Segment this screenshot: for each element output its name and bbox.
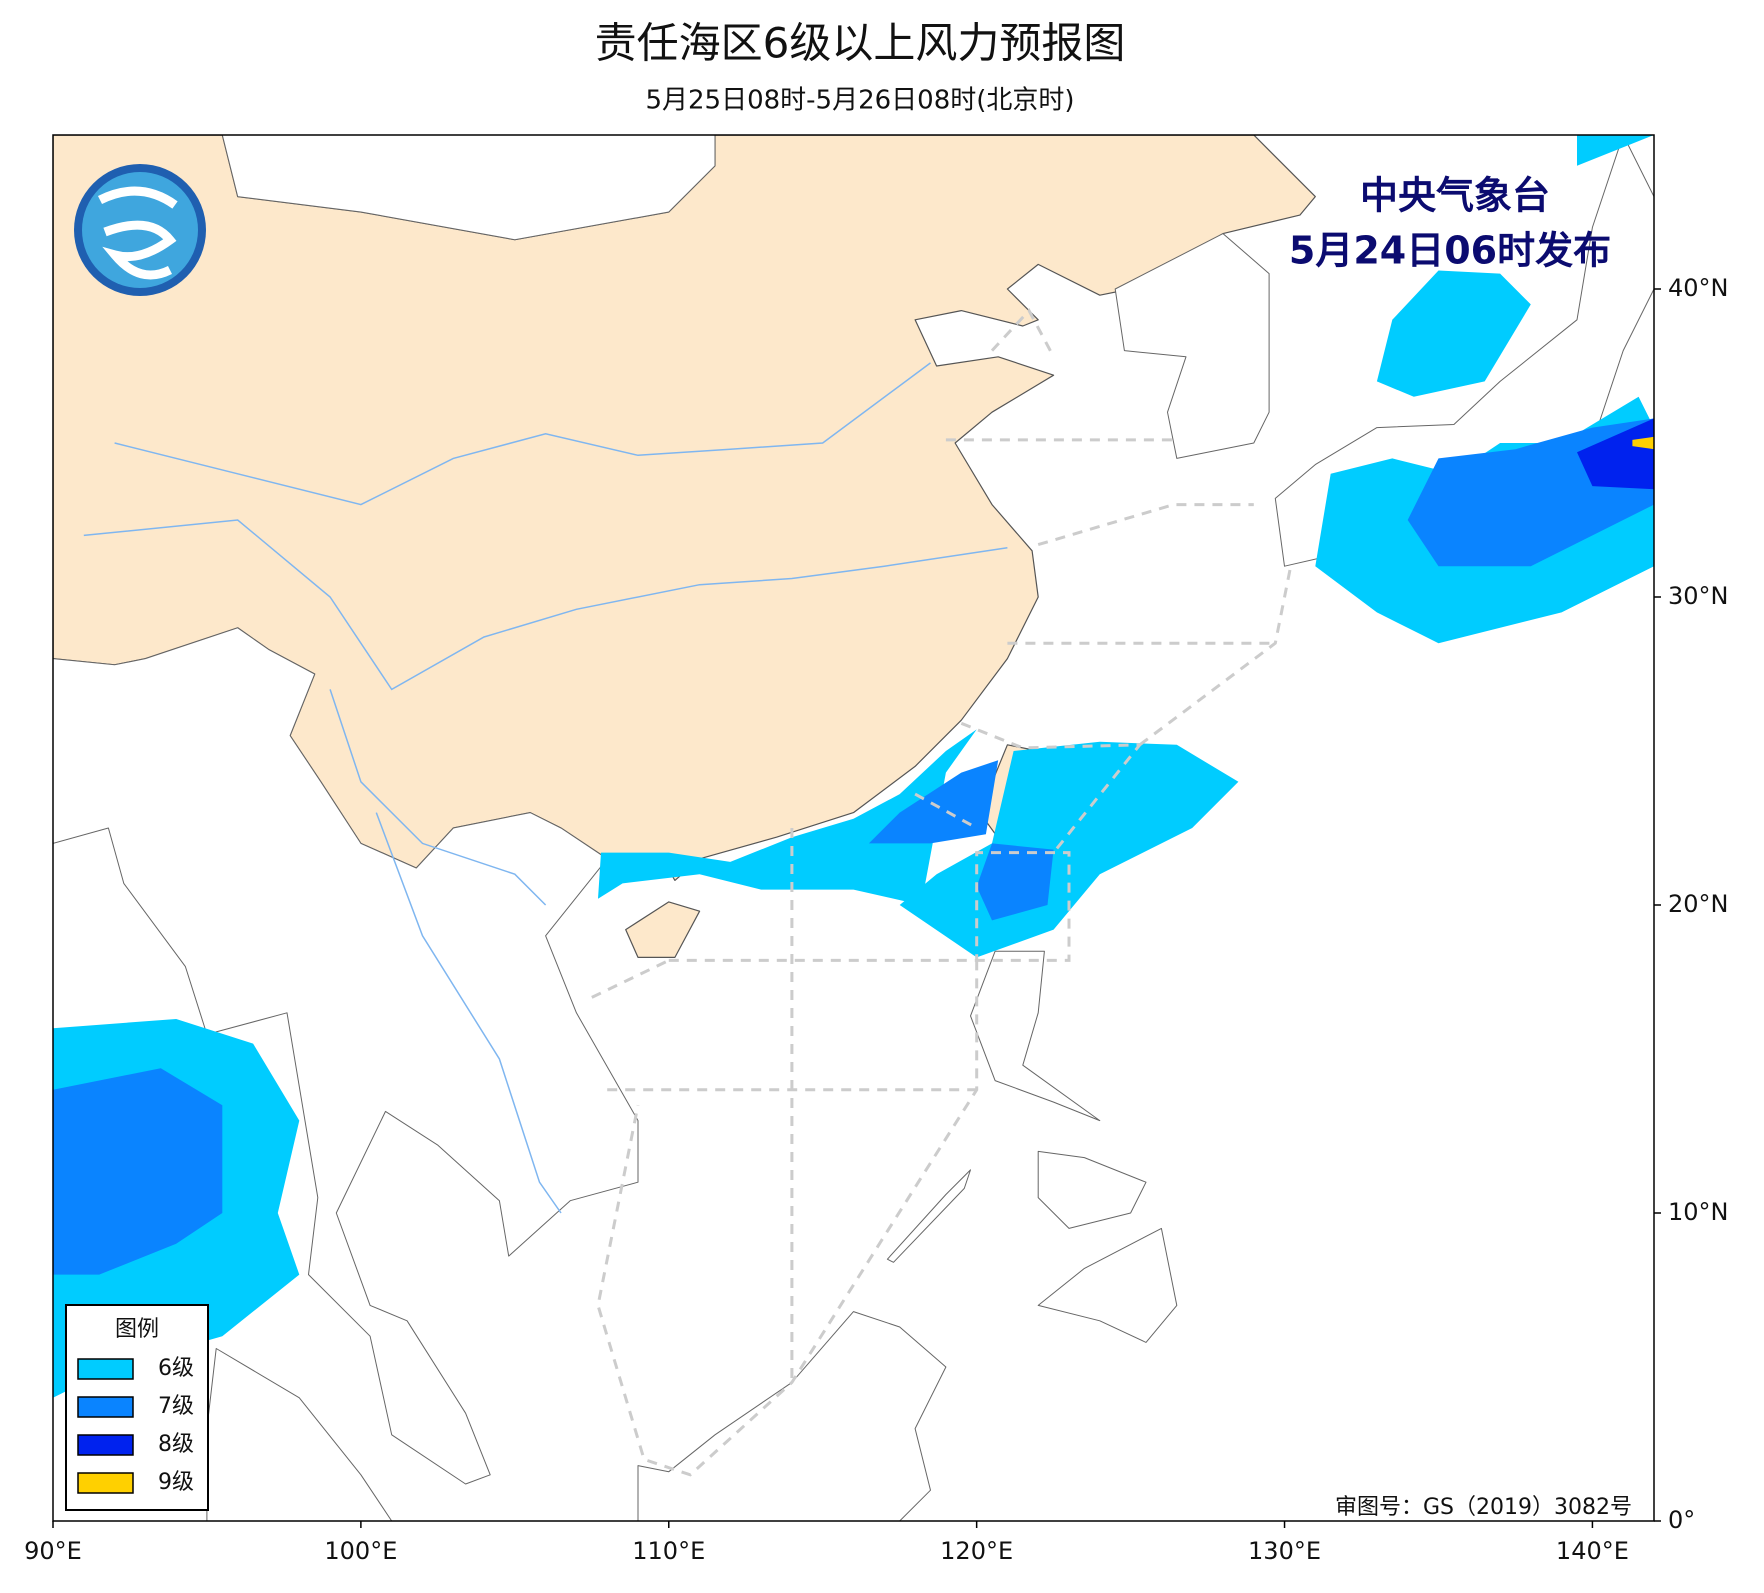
agency: 中央气象台 [1360, 174, 1550, 218]
river [83, 519, 1008, 691]
lat-tick-label: 10°N [1668, 1198, 1729, 1226]
zone-boundary [914, 792, 978, 830]
zone-boundary [1037, 503, 1254, 547]
map-frame [52, 134, 1655, 1522]
wind-area-9 [1632, 436, 1654, 450]
logo [74, 164, 206, 296]
legend-swatch [77, 1358, 134, 1380]
legend-label: 8级 [158, 1432, 194, 1457]
legend-swatch [77, 1434, 134, 1456]
legend-swatch [77, 1396, 134, 1418]
wind-area-6 [1376, 270, 1531, 397]
lat-tick-label: 20°N [1668, 890, 1729, 918]
legend-title: 图例 [115, 1317, 159, 1342]
lon-tick-label: 110°E [632, 1537, 705, 1565]
lon-tick-label: 120°E [940, 1537, 1013, 1565]
legend: 图例 6级 7级 8级 9级 [65, 1304, 209, 1511]
river [329, 689, 547, 906]
lat-tick-label: 40°N [1668, 274, 1729, 302]
borneo [637, 1311, 947, 1521]
approval: 审图号：GS（2019）3082号 [1335, 1495, 1632, 1520]
river [375, 812, 562, 1214]
visayas [1037, 1150, 1147, 1229]
subtitle: 5月25日08时-5月26日08时(北京时) [645, 86, 1074, 116]
luzon [970, 950, 1101, 1122]
zone-boundary [668, 851, 1071, 962]
legend-label: 9级 [158, 1470, 194, 1495]
indochina [53, 627, 639, 1485]
wind-area-7 [976, 843, 1054, 921]
wind-area-6 [1577, 135, 1654, 166]
legend-swatch [77, 1472, 134, 1494]
river [114, 362, 931, 506]
zone-boundary [591, 959, 670, 999]
legend-label: 7级 [158, 1394, 194, 1419]
palawan [886, 1169, 971, 1263]
mindanao [1037, 1227, 1178, 1343]
zone-boundary [990, 308, 1055, 358]
wind-area-6 [598, 729, 977, 905]
lon-tick-label: 130°E [1248, 1537, 1321, 1565]
mongolia [221, 135, 716, 241]
zone-boundary [596, 960, 979, 1477]
zone-boundary [1138, 565, 1293, 747]
lon-tick-label: 140°E [1556, 1537, 1629, 1565]
title: 责任海区6级以上风力预报图 [595, 19, 1126, 68]
lat-tick-label: 30°N [1668, 582, 1729, 610]
issued: 5月24日06时发布 [1289, 229, 1611, 273]
lon-tick-label: 100°E [324, 1537, 397, 1565]
map-area [53, 135, 1654, 1521]
wind-area-7 [53, 1068, 223, 1275]
wind-area-8 [1577, 418, 1654, 490]
lat-tick-label: 0° [1668, 1506, 1695, 1534]
sumatra [206, 1348, 393, 1521]
korea [1114, 233, 1270, 459]
hainan [625, 901, 701, 959]
legend-label: 6级 [158, 1356, 194, 1381]
logo-mark [97, 186, 178, 280]
zone-boundary [960, 721, 1143, 854]
lon-tick-label: 90°E [24, 1537, 82, 1565]
